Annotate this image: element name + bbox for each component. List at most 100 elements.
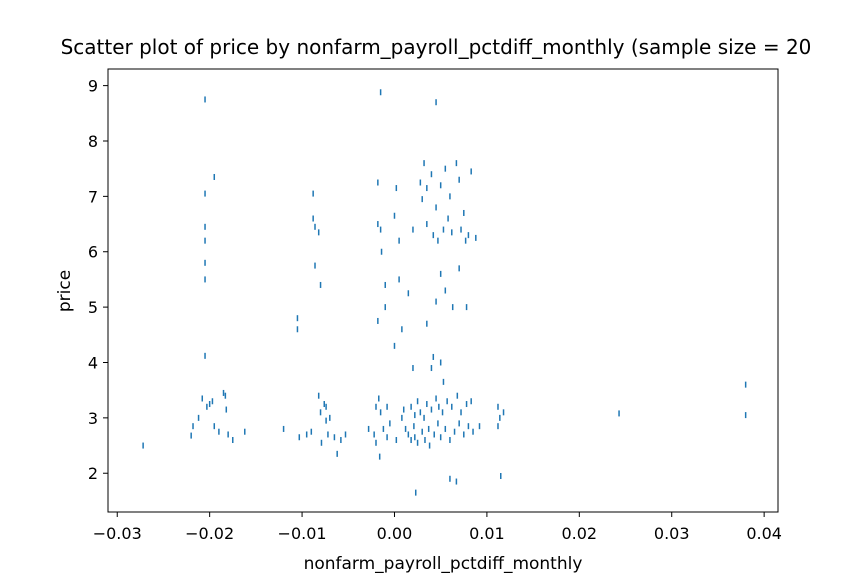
data-point	[208, 401, 211, 408]
x-axis: −0.03 −0.02 −0.01 0.00 0.01 0.02 0.03 0.04	[93, 512, 782, 543]
data-point	[437, 237, 439, 244]
data-point	[460, 409, 462, 416]
data-point	[367, 425, 370, 432]
data-point	[325, 403, 327, 410]
data-point	[502, 409, 505, 416]
y-tick-label: 9	[88, 77, 98, 96]
data-point	[438, 403, 440, 410]
data-point	[447, 215, 449, 222]
data-point	[430, 365, 433, 372]
data-point	[419, 179, 422, 186]
data-point	[224, 392, 227, 399]
data-point	[340, 437, 342, 444]
x-tick-label: −0.03	[93, 524, 142, 543]
data-point	[744, 381, 747, 388]
data-point	[379, 226, 382, 233]
data-point	[465, 304, 468, 311]
data-point	[467, 232, 470, 239]
data-point	[296, 326, 299, 333]
data-point	[204, 237, 206, 244]
data-point	[204, 259, 206, 266]
data-point	[437, 420, 439, 427]
data-point	[410, 437, 412, 444]
data-point	[451, 229, 453, 236]
data-point	[373, 431, 375, 438]
data-point	[451, 403, 453, 410]
data-point	[416, 439, 419, 446]
data-point	[401, 326, 403, 333]
data-point	[467, 423, 470, 430]
data-point	[378, 395, 380, 402]
y-axis: 2 3 4 5 6 7 8 9	[88, 77, 108, 483]
data-point	[389, 420, 391, 427]
data-point	[319, 409, 322, 416]
data-point	[444, 165, 447, 172]
data-point	[458, 420, 460, 427]
data-point	[435, 298, 437, 305]
data-point	[423, 414, 425, 421]
x-tick-label: 0.01	[469, 524, 505, 543]
data-point	[455, 478, 458, 485]
data-point	[441, 409, 444, 416]
data-point	[225, 406, 228, 413]
data-point	[428, 442, 431, 449]
data-point	[375, 439, 377, 446]
data-point	[310, 428, 313, 435]
data-point	[427, 425, 430, 432]
data-points	[142, 89, 747, 496]
data-point	[393, 212, 396, 219]
data-point	[439, 434, 442, 441]
data-point	[446, 398, 448, 405]
data-point	[204, 190, 206, 197]
data-point	[401, 414, 403, 421]
data-point	[407, 431, 410, 438]
data-point	[439, 182, 442, 189]
x-axis-label: nonfarm_payroll_pctdiff_monthly	[304, 554, 583, 574]
data-point	[449, 475, 451, 482]
data-point	[211, 398, 214, 405]
y-tick-label: 2	[88, 464, 98, 483]
data-point	[426, 221, 428, 228]
data-point	[380, 248, 383, 255]
data-point	[412, 365, 414, 372]
data-point	[421, 428, 423, 435]
data-point	[192, 423, 194, 430]
data-point	[395, 185, 398, 192]
data-point	[455, 160, 458, 167]
data-point	[404, 425, 407, 432]
plot-frame	[107, 68, 779, 513]
data-point	[204, 276, 206, 283]
data-point	[305, 431, 308, 438]
data-point	[413, 423, 415, 430]
data-point	[329, 414, 331, 421]
data-point	[378, 453, 381, 460]
data-point	[744, 412, 747, 419]
data-point	[213, 173, 216, 180]
data-point	[201, 395, 204, 402]
x-tick-label: −0.02	[185, 524, 234, 543]
data-point	[317, 229, 320, 236]
y-tick-label: 5	[88, 298, 98, 317]
data-point	[323, 401, 325, 408]
data-point	[379, 89, 382, 96]
data-point	[382, 425, 385, 432]
data-point	[386, 403, 388, 410]
data-point	[449, 437, 451, 444]
data-point	[410, 403, 412, 410]
data-point	[456, 392, 459, 399]
data-point	[190, 432, 192, 439]
y-tick-label: 4	[88, 353, 98, 372]
data-point	[319, 281, 322, 288]
data-point	[314, 262, 316, 269]
data-point	[500, 473, 502, 480]
data-point	[421, 196, 423, 203]
data-point	[442, 226, 445, 233]
data-point	[430, 171, 433, 178]
x-tick-label: 0.04	[746, 524, 782, 543]
y-tick-label: 3	[88, 409, 98, 428]
data-point	[296, 315, 299, 322]
data-point	[414, 412, 416, 419]
data-point	[444, 425, 447, 432]
data-point	[197, 414, 200, 421]
data-point	[402, 406, 405, 413]
